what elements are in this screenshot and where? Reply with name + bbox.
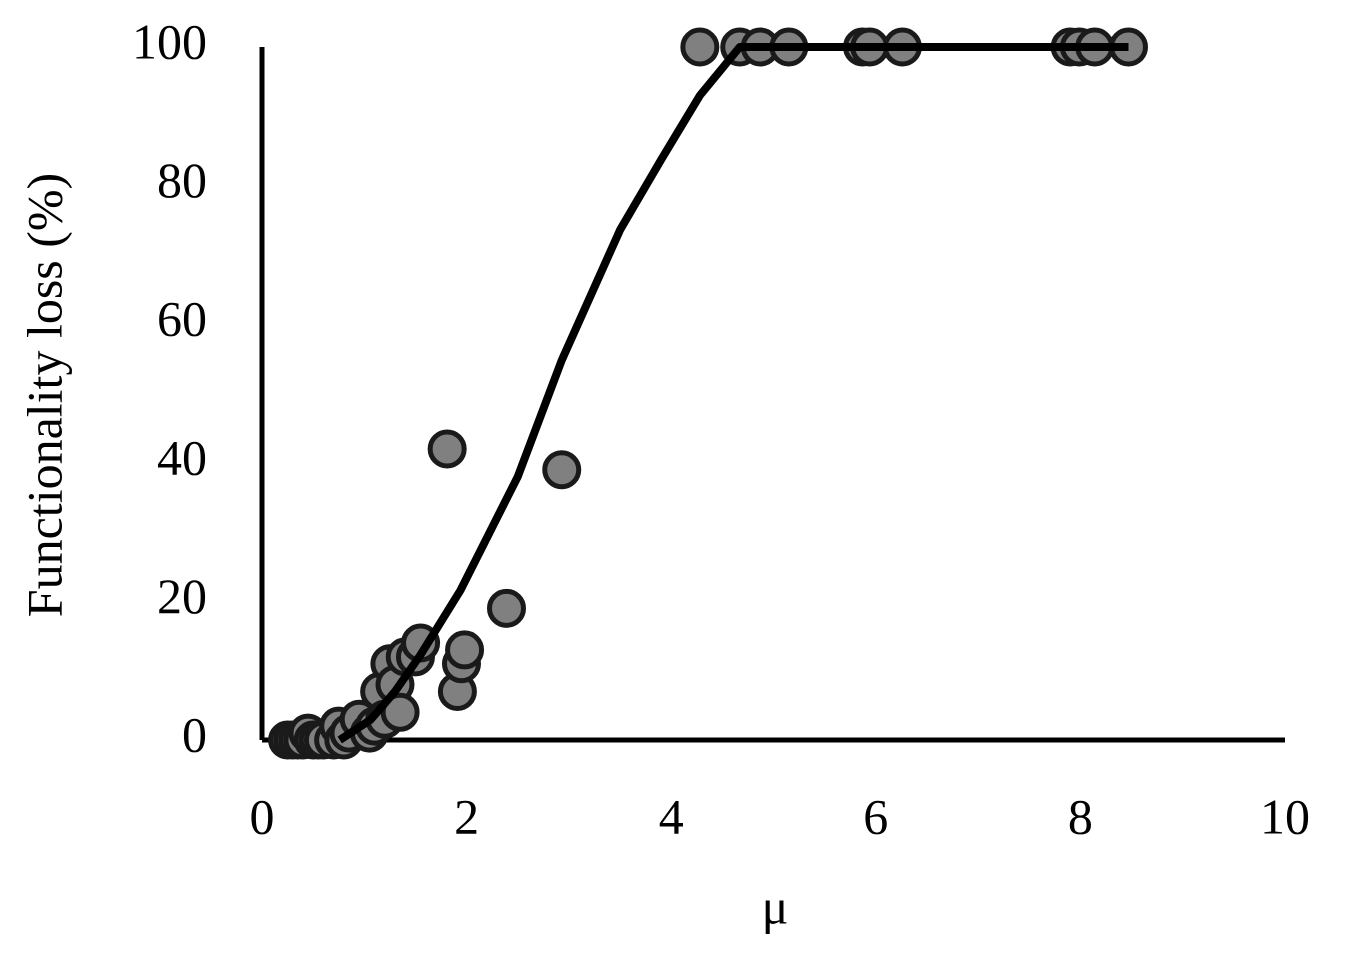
point bbox=[427, 429, 467, 469]
x-tick-label: 10 bbox=[1260, 788, 1310, 844]
point bbox=[380, 692, 420, 732]
y-tick-label: 40 bbox=[157, 429, 207, 485]
y-tick-label: 100 bbox=[132, 13, 207, 69]
fit-line bbox=[337, 43, 1129, 744]
point bbox=[486, 588, 526, 628]
x-tick-label: 6 bbox=[863, 788, 888, 844]
y-tick-label: 0 bbox=[182, 706, 207, 762]
y-tick-label: 80 bbox=[157, 152, 207, 208]
x-tick-label: 2 bbox=[454, 788, 479, 844]
y-tick-label: 20 bbox=[157, 568, 207, 624]
point bbox=[542, 450, 582, 490]
x-tick-label: 4 bbox=[659, 788, 684, 844]
x-tick-label: 8 bbox=[1068, 788, 1093, 844]
point bbox=[445, 630, 485, 670]
y-axis-label: Functionality loss (%) bbox=[16, 173, 72, 617]
point bbox=[680, 27, 720, 67]
y-tick-label: 60 bbox=[157, 291, 207, 347]
x-tick-label: 0 bbox=[250, 788, 275, 844]
x-axis-label: μ bbox=[762, 878, 789, 934]
